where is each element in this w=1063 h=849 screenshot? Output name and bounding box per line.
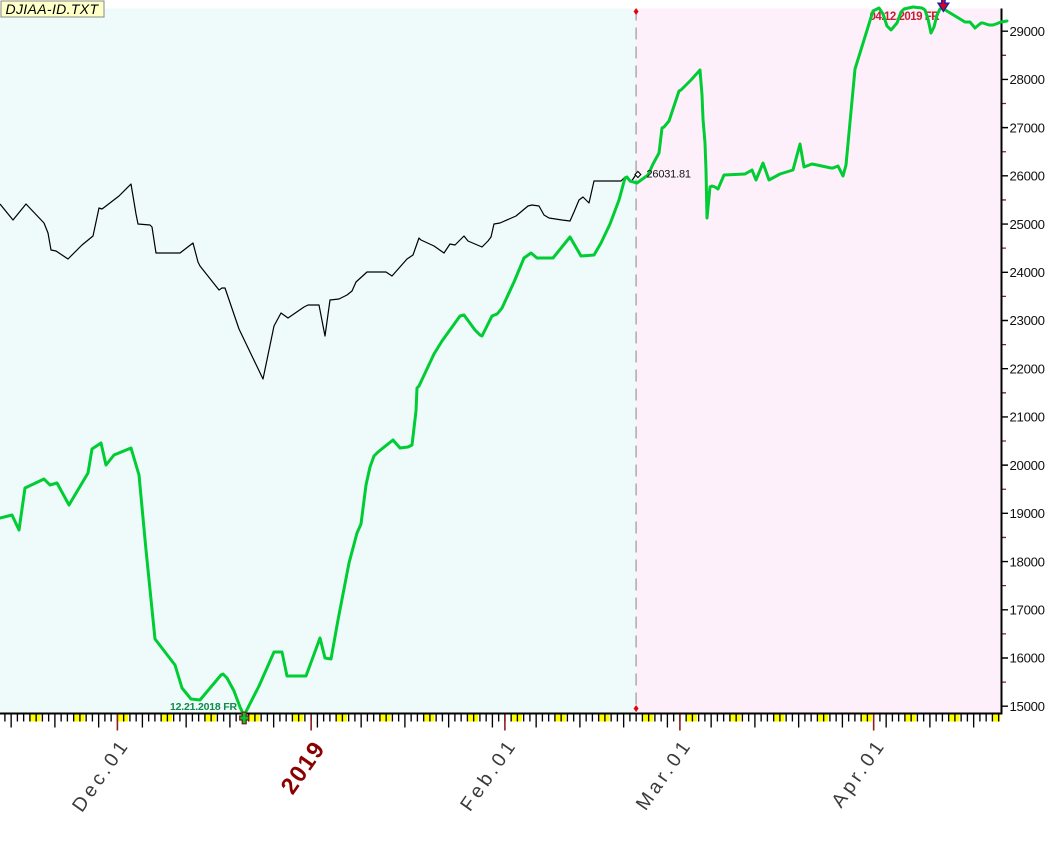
svg-text:27000: 27000 [1010,120,1045,135]
svg-text:25000: 25000 [1010,217,1045,232]
svg-text:23000: 23000 [1010,313,1045,328]
svg-text:22000: 22000 [1010,361,1045,376]
svg-text:17000: 17000 [1010,602,1045,617]
svg-text:29000: 29000 [1010,24,1045,39]
svg-text:28000: 28000 [1010,72,1045,87]
svg-text:26000: 26000 [1010,169,1045,184]
svg-text:12.21.2018 FR: 12.21.2018 FR [170,701,237,713]
svg-text:21000: 21000 [1010,410,1045,425]
svg-text:04.12.2019 FR: 04.12.2019 FR [870,11,941,23]
svg-text:20000: 20000 [1010,458,1045,473]
svg-text:16000: 16000 [1010,651,1045,666]
svg-text:18000: 18000 [1010,554,1045,569]
svg-text:24000: 24000 [1010,265,1045,280]
svg-text:DJIAA-ID.TXT: DJIAA-ID.TXT [6,1,100,17]
svg-text:19000: 19000 [1010,506,1045,521]
svg-text:15000: 15000 [1010,699,1045,714]
svg-text:26031.81: 26031.81 [647,169,691,181]
